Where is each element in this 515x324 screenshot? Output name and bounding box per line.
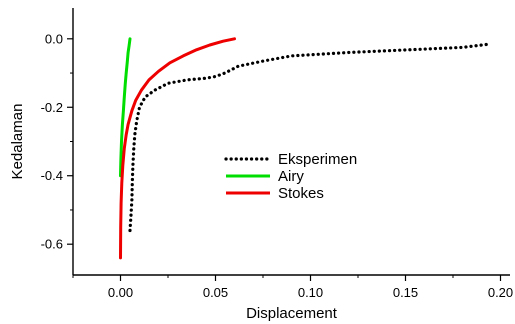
y-tick-label: -0.6 <box>41 237 63 252</box>
x-ticks: 0.00 0.05 0.10 0.15 0.20 <box>72 275 513 300</box>
series-line-airy <box>119 37 132 178</box>
x-tick-label: 0.20 <box>488 285 513 300</box>
y-tick-label: -0.2 <box>41 100 63 115</box>
x-tick-label: 0.05 <box>203 285 228 300</box>
y-ticks: 0.0 -0.2 -0.4 -0.6 <box>41 31 73 252</box>
y-tick-label: 0.0 <box>45 31 63 46</box>
legend-label-stokes: Stokes <box>278 185 324 202</box>
y-axis-title: Kedalaman <box>9 104 26 180</box>
legend-label-airy: Airy <box>278 168 304 185</box>
legend-label-eksperimen: Eksperimen <box>278 151 357 168</box>
y-tick-label: -0.4 <box>41 168 63 183</box>
series-line-eksperimen <box>128 42 493 233</box>
x-tick-label: 0.10 <box>298 285 323 300</box>
series-line-stokes <box>119 37 236 260</box>
x-axis-title: Displacement <box>246 305 338 322</box>
x-tick-label: 0.15 <box>393 285 418 300</box>
x-tick-label: 0.00 <box>108 285 133 300</box>
series-layer <box>119 37 493 260</box>
